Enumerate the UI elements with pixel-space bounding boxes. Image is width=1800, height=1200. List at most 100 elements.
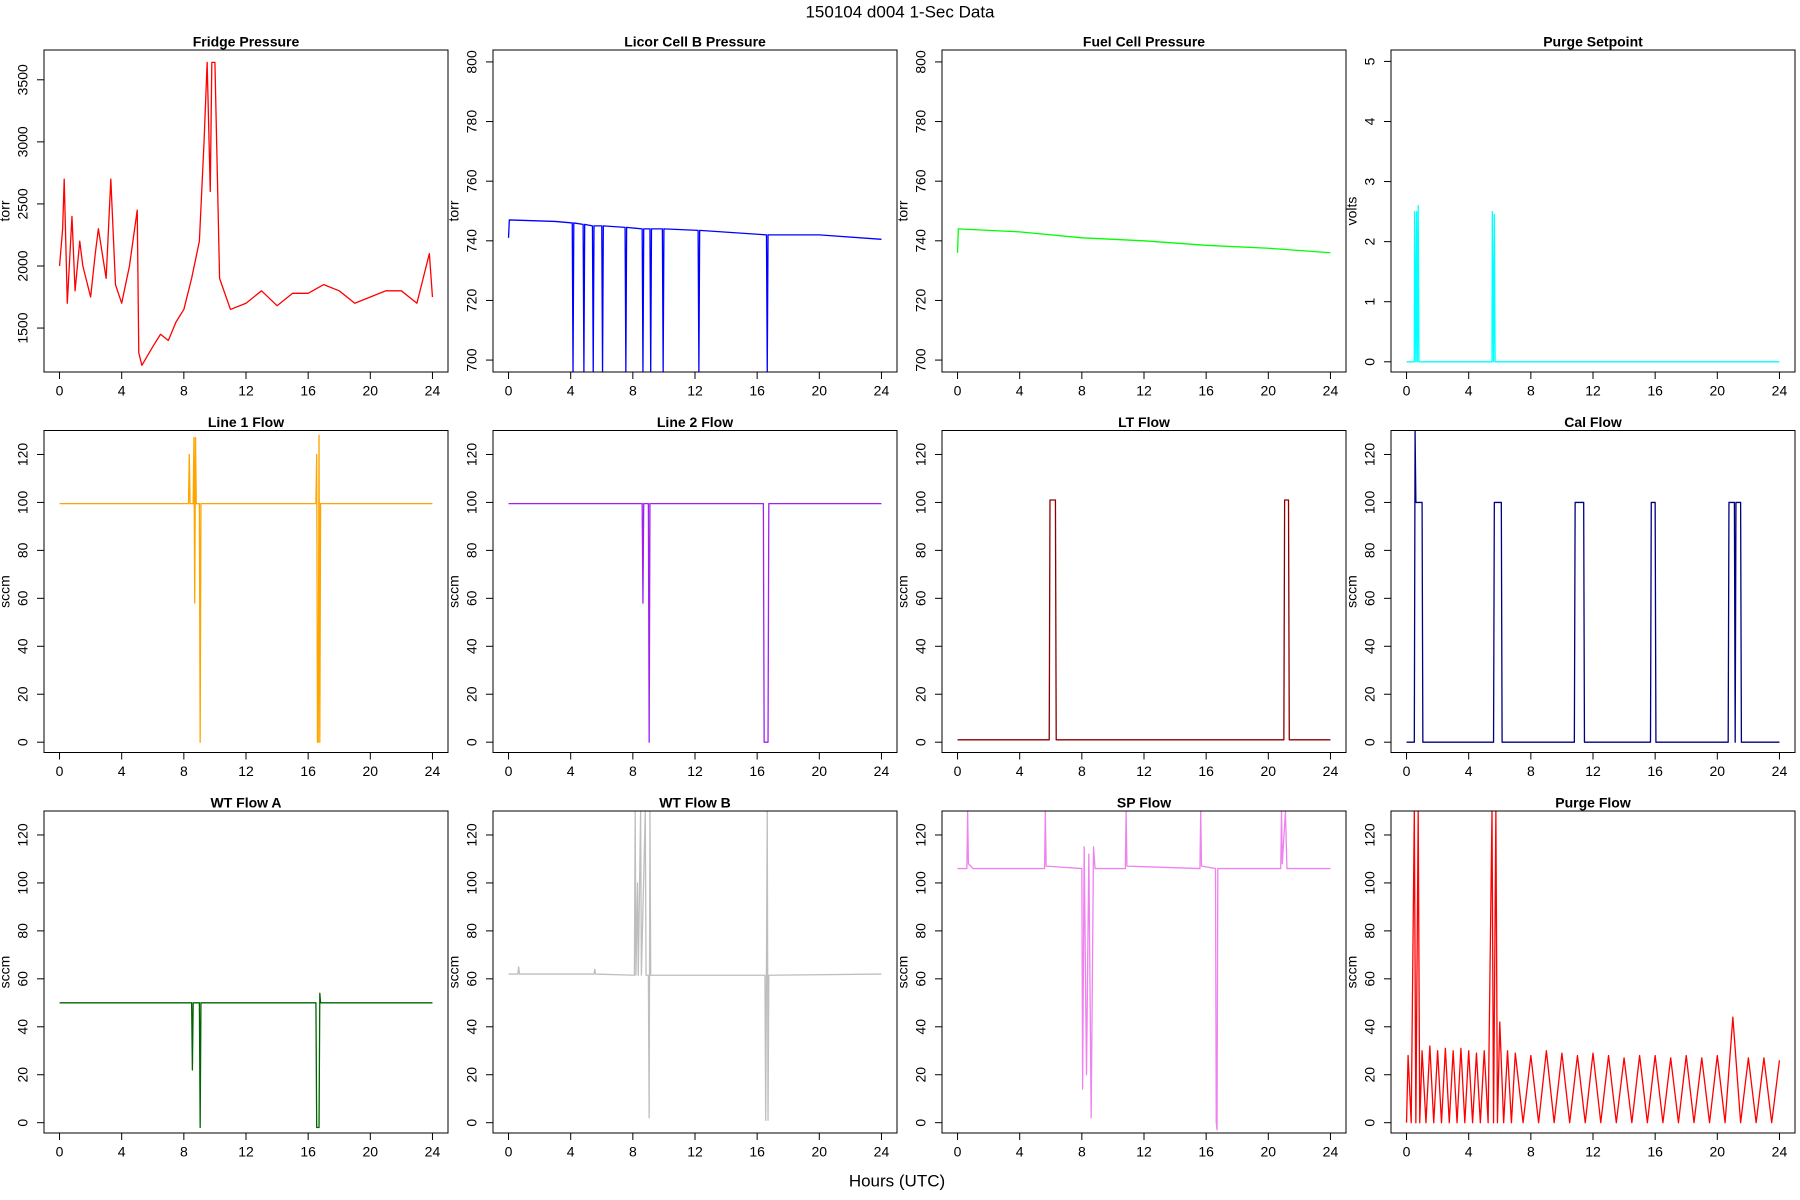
- y-tick-label: 20: [15, 686, 31, 702]
- y-tick-label: 120: [913, 443, 929, 467]
- y-tick-label: 100: [1362, 871, 1378, 895]
- data-line: [507, 219, 882, 372]
- y-tick-label: 80: [913, 923, 929, 939]
- figure-title: 150104 d004 1-Sec Data: [805, 2, 995, 21]
- x-tick-label: 16: [1198, 763, 1214, 779]
- x-tick-label: 12: [687, 1144, 703, 1160]
- y-tick-label: 740: [913, 229, 929, 253]
- y-tick-label: 20: [913, 686, 929, 702]
- plot-box: [43, 430, 449, 753]
- x-tick-label: 0: [56, 1144, 64, 1160]
- y-tick-label: 20: [464, 686, 480, 702]
- x-tick-label: 12: [1136, 763, 1152, 779]
- plot-box: [43, 810, 449, 1134]
- x-tick-label: 0: [954, 1144, 962, 1160]
- y-axis-label: sccm: [446, 956, 462, 989]
- panel-title: Line 1 Flow: [208, 414, 284, 430]
- y-tick-label: 720: [913, 289, 929, 313]
- y-tick-label: 0: [1362, 738, 1378, 746]
- plot-box: [941, 49, 1347, 373]
- y-tick-label: 760: [913, 169, 929, 193]
- panel-title: Fridge Pressure: [193, 34, 300, 50]
- panel-title: LT Flow: [1118, 414, 1170, 430]
- x-tick-label: 16: [1647, 383, 1663, 399]
- x-tick-label: 8: [629, 763, 637, 779]
- x-tick-label: 16: [1647, 1144, 1663, 1160]
- panel-title: Licor Cell B Pressure: [624, 34, 766, 50]
- y-tick-label: 2500: [15, 188, 31, 219]
- y-tick-label: 80: [1362, 923, 1378, 939]
- data-line: [508, 811, 882, 1121]
- x-tick-label: 20: [363, 763, 379, 779]
- x-tick-label: 24: [1323, 763, 1339, 779]
- y-tick-label: 3500: [15, 64, 31, 95]
- y-tick-label: 80: [464, 923, 480, 939]
- panel-title: SP Flow: [1117, 795, 1171, 811]
- x-tick-label: 20: [363, 1144, 379, 1160]
- y-tick-label: 80: [1362, 542, 1378, 558]
- panel-title: WT Flow B: [659, 795, 731, 811]
- x-tick-label: 8: [1527, 763, 1535, 779]
- y-tick-label: 1: [1362, 298, 1378, 306]
- y-tick-label: 60: [1362, 590, 1378, 606]
- panel: Purge Flow sccm 0 4 8 12 16 20 24 0 20 40 60 80 100 120: [1344, 795, 1796, 1160]
- y-tick-label: 20: [464, 1067, 480, 1083]
- x-tick-label: 20: [812, 1144, 828, 1160]
- x-tick-label: 0: [954, 383, 962, 399]
- y-tick-label: 20: [15, 1067, 31, 1083]
- plot-box: [1390, 810, 1796, 1134]
- y-axis-label: torr: [0, 200, 13, 221]
- x-tick-label: 24: [1323, 383, 1339, 399]
- y-tick-label: 780: [913, 110, 929, 134]
- x-tick-label: 12: [1585, 383, 1601, 399]
- plot-box: [492, 810, 898, 1134]
- x-tick-label: 0: [505, 383, 513, 399]
- x-tick-label: 4: [1016, 383, 1024, 399]
- y-tick-label: 40: [913, 638, 929, 654]
- x-tick-label: 8: [629, 1144, 637, 1160]
- y-tick-label: 60: [913, 971, 929, 987]
- y-tick-label: 40: [913, 1019, 929, 1035]
- panel: Fuel Cell Pressure torr 0 4 8 12 16 20 24 700 720 7…: [895, 34, 1347, 399]
- x-tick-label: 12: [238, 383, 254, 399]
- plot-box: [941, 430, 1347, 753]
- y-tick-label: 120: [1362, 823, 1378, 847]
- x-tick-label: 4: [1465, 763, 1473, 779]
- y-tick-label: 720: [464, 289, 480, 313]
- x-tick-label: 24: [874, 383, 890, 399]
- x-tick-label: 24: [425, 383, 441, 399]
- panel: Line 1 Flow sccm 0 4 8 12 16 20 24 0 20 40 60 80 100 12…: [0, 414, 449, 779]
- y-tick-label: 0: [464, 1119, 480, 1127]
- y-tick-label: 0: [464, 738, 480, 746]
- y-tick-label: 120: [15, 823, 31, 847]
- y-tick-label: 40: [1362, 638, 1378, 654]
- y-tick-label: 40: [15, 638, 31, 654]
- x-tick-label: 8: [1527, 383, 1535, 399]
- y-tick-label: 40: [1362, 1019, 1378, 1035]
- x-axis-label: Hours (UTC): [849, 1171, 945, 1190]
- x-tick-label: 0: [1403, 383, 1411, 399]
- x-tick-label: 12: [238, 763, 254, 779]
- x-tick-label: 20: [1710, 1144, 1726, 1160]
- plot-box: [492, 49, 898, 373]
- y-tick-label: 0: [15, 1119, 31, 1127]
- y-axis-label: sccm: [1344, 956, 1360, 989]
- x-tick-label: 4: [1465, 383, 1473, 399]
- y-tick-label: 780: [464, 110, 480, 134]
- y-tick-label: 100: [1362, 491, 1378, 515]
- x-tick-label: 24: [874, 1144, 890, 1160]
- y-tick-label: 60: [15, 590, 31, 606]
- y-axis-label: sccm: [1344, 575, 1360, 608]
- x-tick-label: 0: [505, 763, 513, 779]
- y-tick-label: 0: [913, 738, 929, 746]
- x-tick-label: 20: [1261, 763, 1277, 779]
- data-line: [957, 811, 1331, 1131]
- y-tick-label: 60: [15, 971, 31, 987]
- y-tick-label: 3000: [15, 126, 31, 157]
- y-tick-label: 800: [464, 50, 480, 74]
- panel-title: Purge Flow: [1555, 795, 1631, 811]
- x-tick-label: 24: [874, 763, 890, 779]
- x-tick-label: 24: [1323, 1144, 1339, 1160]
- x-tick-label: 20: [812, 763, 828, 779]
